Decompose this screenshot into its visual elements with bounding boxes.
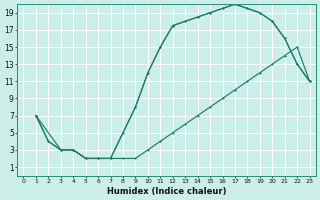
X-axis label: Humidex (Indice chaleur): Humidex (Indice chaleur) (107, 187, 226, 196)
